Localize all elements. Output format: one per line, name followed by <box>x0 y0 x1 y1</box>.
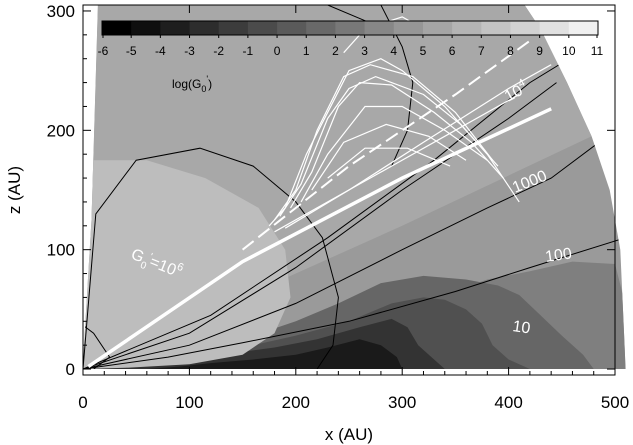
region-inner-light <box>83 160 291 369</box>
contour-line <box>83 46 589 369</box>
white-contour-line <box>274 64 494 221</box>
colorbar-tick-label: 2 <box>332 44 339 58</box>
contour-lines <box>83 5 626 369</box>
plot-frame <box>82 4 616 376</box>
colorbar-tick-label: 10 <box>562 44 576 58</box>
colorbar-tick-label: 7 <box>478 44 485 58</box>
colorbar-swatch <box>481 21 511 35</box>
x-tick-label: 200 <box>282 393 310 412</box>
x-tick-label: 100 <box>175 393 203 412</box>
colorbar-swatch <box>568 21 599 35</box>
colorbar-swatch <box>131 21 161 35</box>
colorbar-swatch <box>364 21 395 35</box>
x-tick-label: 500 <box>601 393 629 412</box>
white-boundary-line <box>87 107 552 369</box>
y-tick-label: 300 <box>47 2 75 21</box>
colorbar-tick-label: -3 <box>184 44 195 58</box>
contour-line <box>83 82 557 369</box>
white-contour-line <box>289 81 504 209</box>
colorbar-swatch <box>306 21 336 35</box>
y-tick-label: 0 <box>66 360 75 379</box>
annotation-10: 10 <box>511 318 531 337</box>
contour-line <box>83 237 626 369</box>
colorbar-swatch <box>277 21 307 35</box>
contour-line <box>242 5 371 24</box>
colorbar-tick-label: 3 <box>361 44 368 58</box>
colorbar-tick-label: 11 <box>591 44 604 58</box>
contour-line <box>83 147 339 369</box>
colorbar-swatch <box>452 21 482 35</box>
colorbar-swatch <box>102 21 132 35</box>
region-gm4 <box>146 339 403 369</box>
colorbar-tick-label: 0 <box>274 44 281 58</box>
colorbar-tick-label: -4 <box>155 44 166 58</box>
x-axis-label: x (AU) <box>325 425 373 444</box>
white-dashed-line <box>241 39 531 251</box>
x-tick-label: 400 <box>494 393 522 412</box>
colorbar-tick-label: 5 <box>420 44 427 58</box>
colorbar-tick-label: 6 <box>449 44 456 58</box>
white-contour-lines <box>87 16 552 369</box>
colorbar-swatch <box>335 21 366 35</box>
y-tick-label: 100 <box>47 241 75 260</box>
annotation-1e4: 104 <box>500 77 531 106</box>
colorbar-tick-label: 1 <box>303 44 310 58</box>
contour-line <box>83 129 616 369</box>
colorbar-swatch <box>510 21 541 35</box>
colorbar-swatch <box>247 21 278 35</box>
colorbar-tick-label: -1 <box>243 44 254 58</box>
x-tick-label: 300 <box>388 393 416 412</box>
white-contour-line <box>300 105 488 203</box>
colorbar-swatch <box>160 21 191 35</box>
colorbar: -6 -5 -4 -3 -2 -1 0 1 2 3 4 5 6 7 8 9 10 11 log(G0') <box>98 20 604 94</box>
contour-line <box>83 320 111 369</box>
x-tick-label: 0 <box>78 393 87 412</box>
colorbar-swatch <box>422 21 453 35</box>
white-contour-line <box>274 93 520 233</box>
colorbar-tick-label: -2 <box>213 44 224 58</box>
colorbar-tick-label: 9 <box>536 44 543 58</box>
white-contour-line <box>284 64 552 229</box>
colorbar-swatch <box>539 21 570 35</box>
annotation-100: 100 <box>544 245 573 266</box>
colorbar-swatch <box>393 21 424 35</box>
colorbar-tick-label: -6 <box>98 44 109 58</box>
colorbar-swatch <box>218 21 249 35</box>
white-contour-line <box>311 123 467 191</box>
white-contour-line <box>327 147 451 179</box>
colorbar-tick-label: -5 <box>126 44 137 58</box>
colorbar-swatch <box>189 21 220 35</box>
y-axis-label: z (AU) <box>5 166 24 214</box>
y-tick-label: 200 <box>47 121 75 140</box>
colorbar-tick-label: 8 <box>507 44 514 58</box>
colorbar-tick-label: 4 <box>390 44 397 58</box>
colorbar-label: log(G0') <box>172 74 212 94</box>
colorbar-frame <box>101 20 599 36</box>
